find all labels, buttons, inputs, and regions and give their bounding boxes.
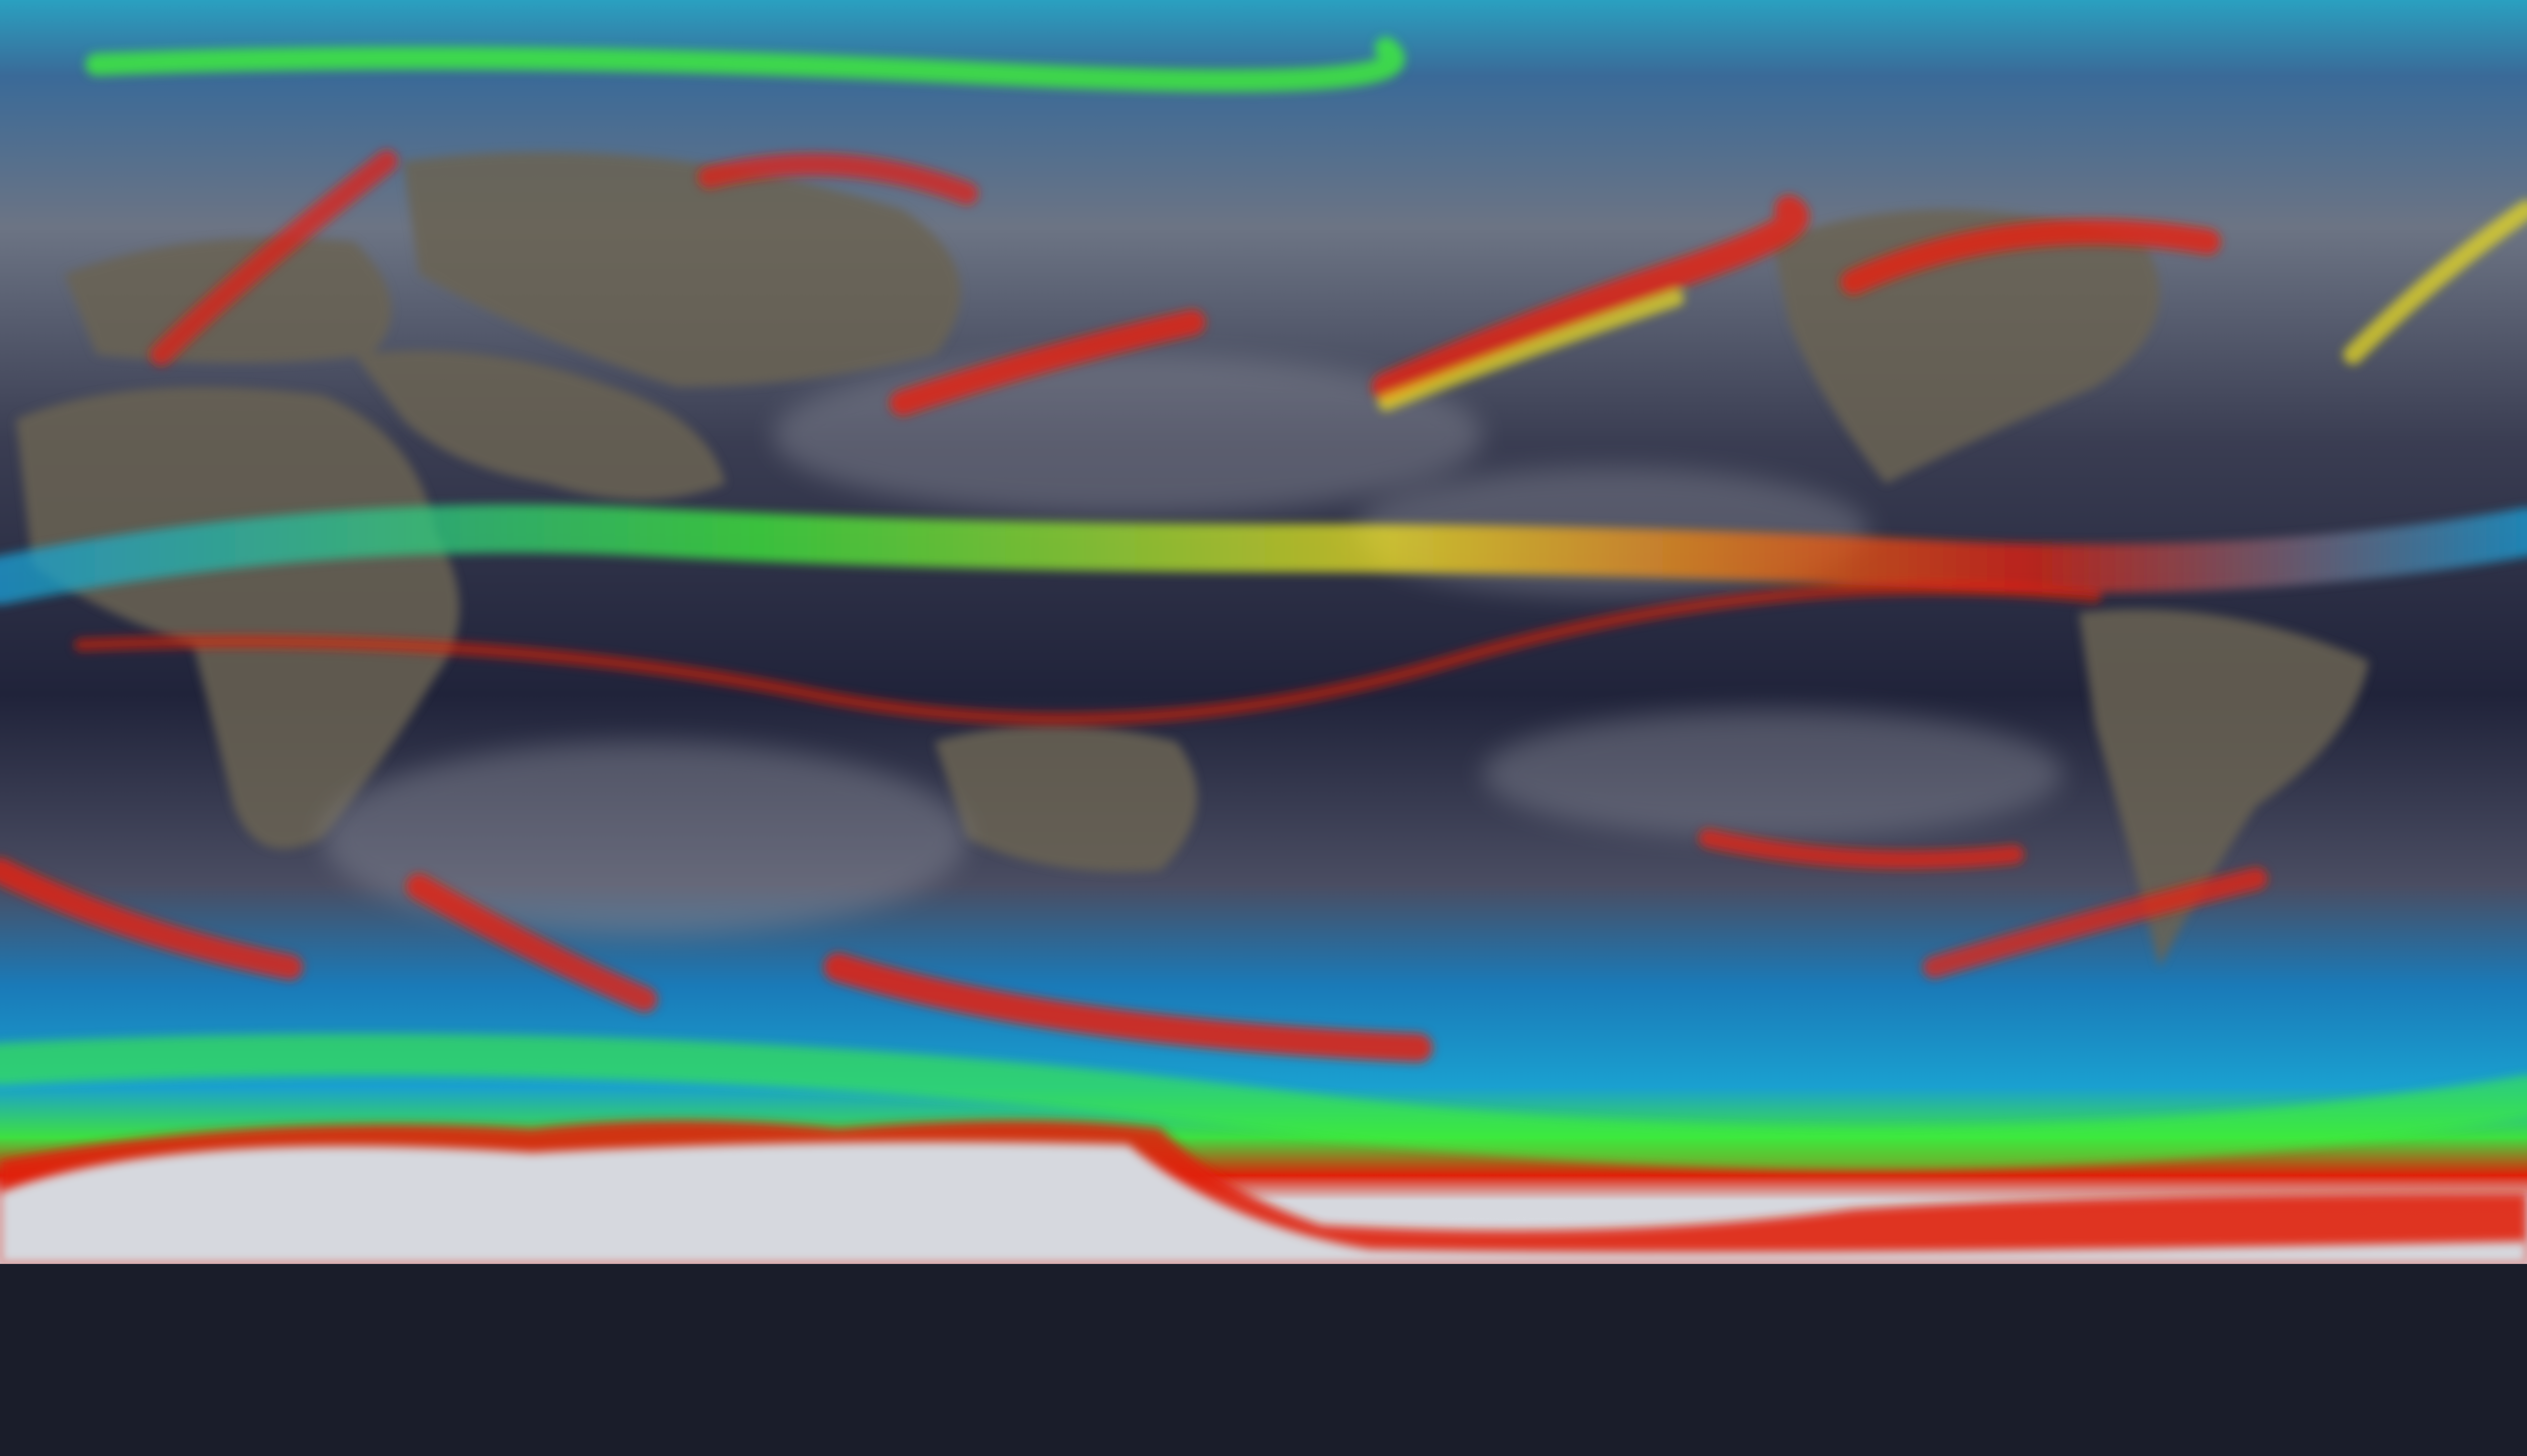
band-north-atlantic [85, 37, 1405, 92]
band-atlantic [2343, 200, 2527, 364]
band-tropics [0, 504, 2527, 605]
land-africa [16, 387, 459, 849]
band-asia-front [890, 309, 1206, 416]
band-north-pacific-2 [1378, 290, 1684, 411]
precipitation-bands [0, 37, 2527, 1170]
band-south-atlantic [1923, 867, 2268, 979]
band-south-green [0, 1034, 2527, 1170]
land-south-america [2079, 609, 2369, 967]
band-north-america [1840, 219, 2221, 295]
band-north-pacific [1371, 195, 1809, 402]
band-tropics-2 [74, 582, 2102, 726]
band-south-2 [823, 953, 1433, 1063]
band-siberia [697, 153, 978, 205]
global-weather-map [0, 0, 2527, 1264]
antarctica-ice [0, 1142, 2527, 1264]
land-middle-east [354, 350, 725, 500]
land-australia [934, 725, 1197, 872]
band-europe [150, 150, 398, 366]
land-asia [403, 152, 961, 387]
band-south-indian [0, 858, 303, 980]
band-south-pacific [1698, 828, 2025, 870]
band-south-1 [406, 873, 658, 1013]
continents [16, 152, 2369, 967]
